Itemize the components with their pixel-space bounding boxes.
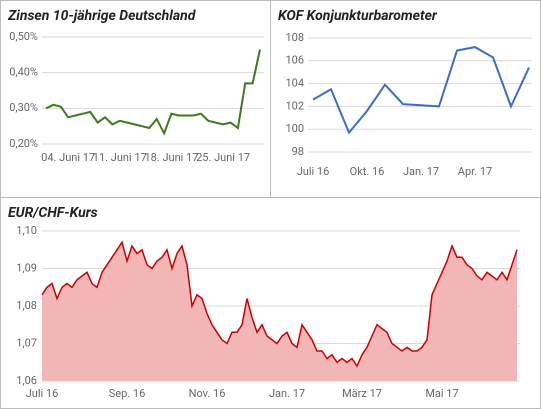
y-tick-label: 1,07	[16, 336, 37, 349]
y-tick-label: 1,10	[16, 224, 37, 237]
y-tick-label: 104	[285, 77, 304, 90]
y-tick-label: 1,08	[16, 299, 37, 312]
x-tick-label: Juli 16	[297, 165, 330, 178]
x-tick-label: Jan. 17	[403, 165, 439, 178]
x-tick-label: 18. Juni 17	[144, 151, 198, 164]
y-tick-label: 98	[292, 145, 304, 158]
x-tick-label: Okt. 16	[350, 165, 385, 178]
y-tick-label: 1,09	[16, 261, 37, 274]
x-tick-label: 11. Juni 17	[93, 151, 147, 164]
x-tick-label: Apr. 17	[458, 165, 492, 178]
line	[45, 49, 261, 136]
x-tick-label: Mai 17	[425, 387, 458, 400]
x-tick-label: März 17	[342, 387, 382, 400]
chart-title: Zinsen 10-jährige Deutschland	[7, 8, 197, 24]
y-tick-label: 106	[285, 54, 304, 67]
chart-title: EUR/CHF-Kurs	[8, 205, 98, 221]
area	[42, 242, 517, 381]
x-tick-label: Nov. 16	[189, 387, 226, 400]
line	[312, 46, 530, 135]
chart-title: KOF Konjunkturbarometer	[278, 8, 438, 24]
x-tick-label: 25. Juni 17	[196, 151, 250, 164]
y-tick-label: 102	[285, 99, 304, 112]
y-tick-label: 108	[285, 31, 304, 44]
y-tick-label: 1,06	[16, 374, 37, 387]
x-tick-label: Jan. 17	[269, 387, 305, 400]
y-tick-label: 0,30%	[9, 101, 38, 114]
y-tick-label: 0,40%	[9, 66, 38, 79]
y-tick-label: 100	[285, 122, 304, 135]
y-tick-label: 0,50%	[9, 30, 38, 43]
x-tick-label: Sep. 16	[109, 387, 146, 400]
x-tick-label: 04. Juni 17	[41, 151, 95, 164]
x-tick-label: Juli 16	[26, 387, 59, 400]
y-tick-label: 0,20%	[9, 137, 38, 150]
line	[41, 240, 518, 368]
